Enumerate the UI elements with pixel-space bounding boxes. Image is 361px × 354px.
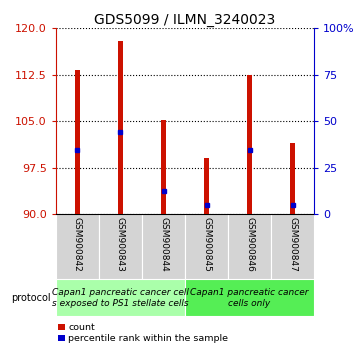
- Bar: [99, 214, 142, 279]
- Text: protocol: protocol: [11, 293, 51, 303]
- Text: GSM900843: GSM900843: [116, 217, 125, 272]
- Text: GSM900842: GSM900842: [73, 217, 82, 272]
- Bar: [142, 214, 185, 279]
- Bar: [271, 214, 314, 279]
- Text: Capan1 pancreatic cancer
cells only: Capan1 pancreatic cancer cells only: [190, 288, 309, 308]
- Bar: [56, 279, 185, 316]
- Bar: [161, 120, 166, 214]
- Text: Capan1 pancreatic cancer cell
s exposed to PS1 stellate cells: Capan1 pancreatic cancer cell s exposed …: [52, 288, 189, 308]
- Bar: [75, 70, 80, 214]
- Bar: [56, 214, 99, 279]
- Text: GSM900846: GSM900846: [245, 217, 254, 272]
- Bar: [185, 279, 314, 316]
- Text: GSM900845: GSM900845: [202, 217, 211, 272]
- Text: GSM900847: GSM900847: [288, 217, 297, 272]
- Legend: count, percentile rank within the sample: count, percentile rank within the sample: [58, 324, 229, 343]
- Bar: [185, 214, 228, 279]
- Bar: [118, 41, 123, 214]
- Text: GSM900844: GSM900844: [159, 217, 168, 272]
- Bar: [247, 75, 252, 214]
- Title: GDS5099 / ILMN_3240023: GDS5099 / ILMN_3240023: [94, 13, 276, 27]
- Bar: [204, 159, 209, 214]
- Bar: [228, 214, 271, 279]
- Bar: [290, 143, 295, 214]
